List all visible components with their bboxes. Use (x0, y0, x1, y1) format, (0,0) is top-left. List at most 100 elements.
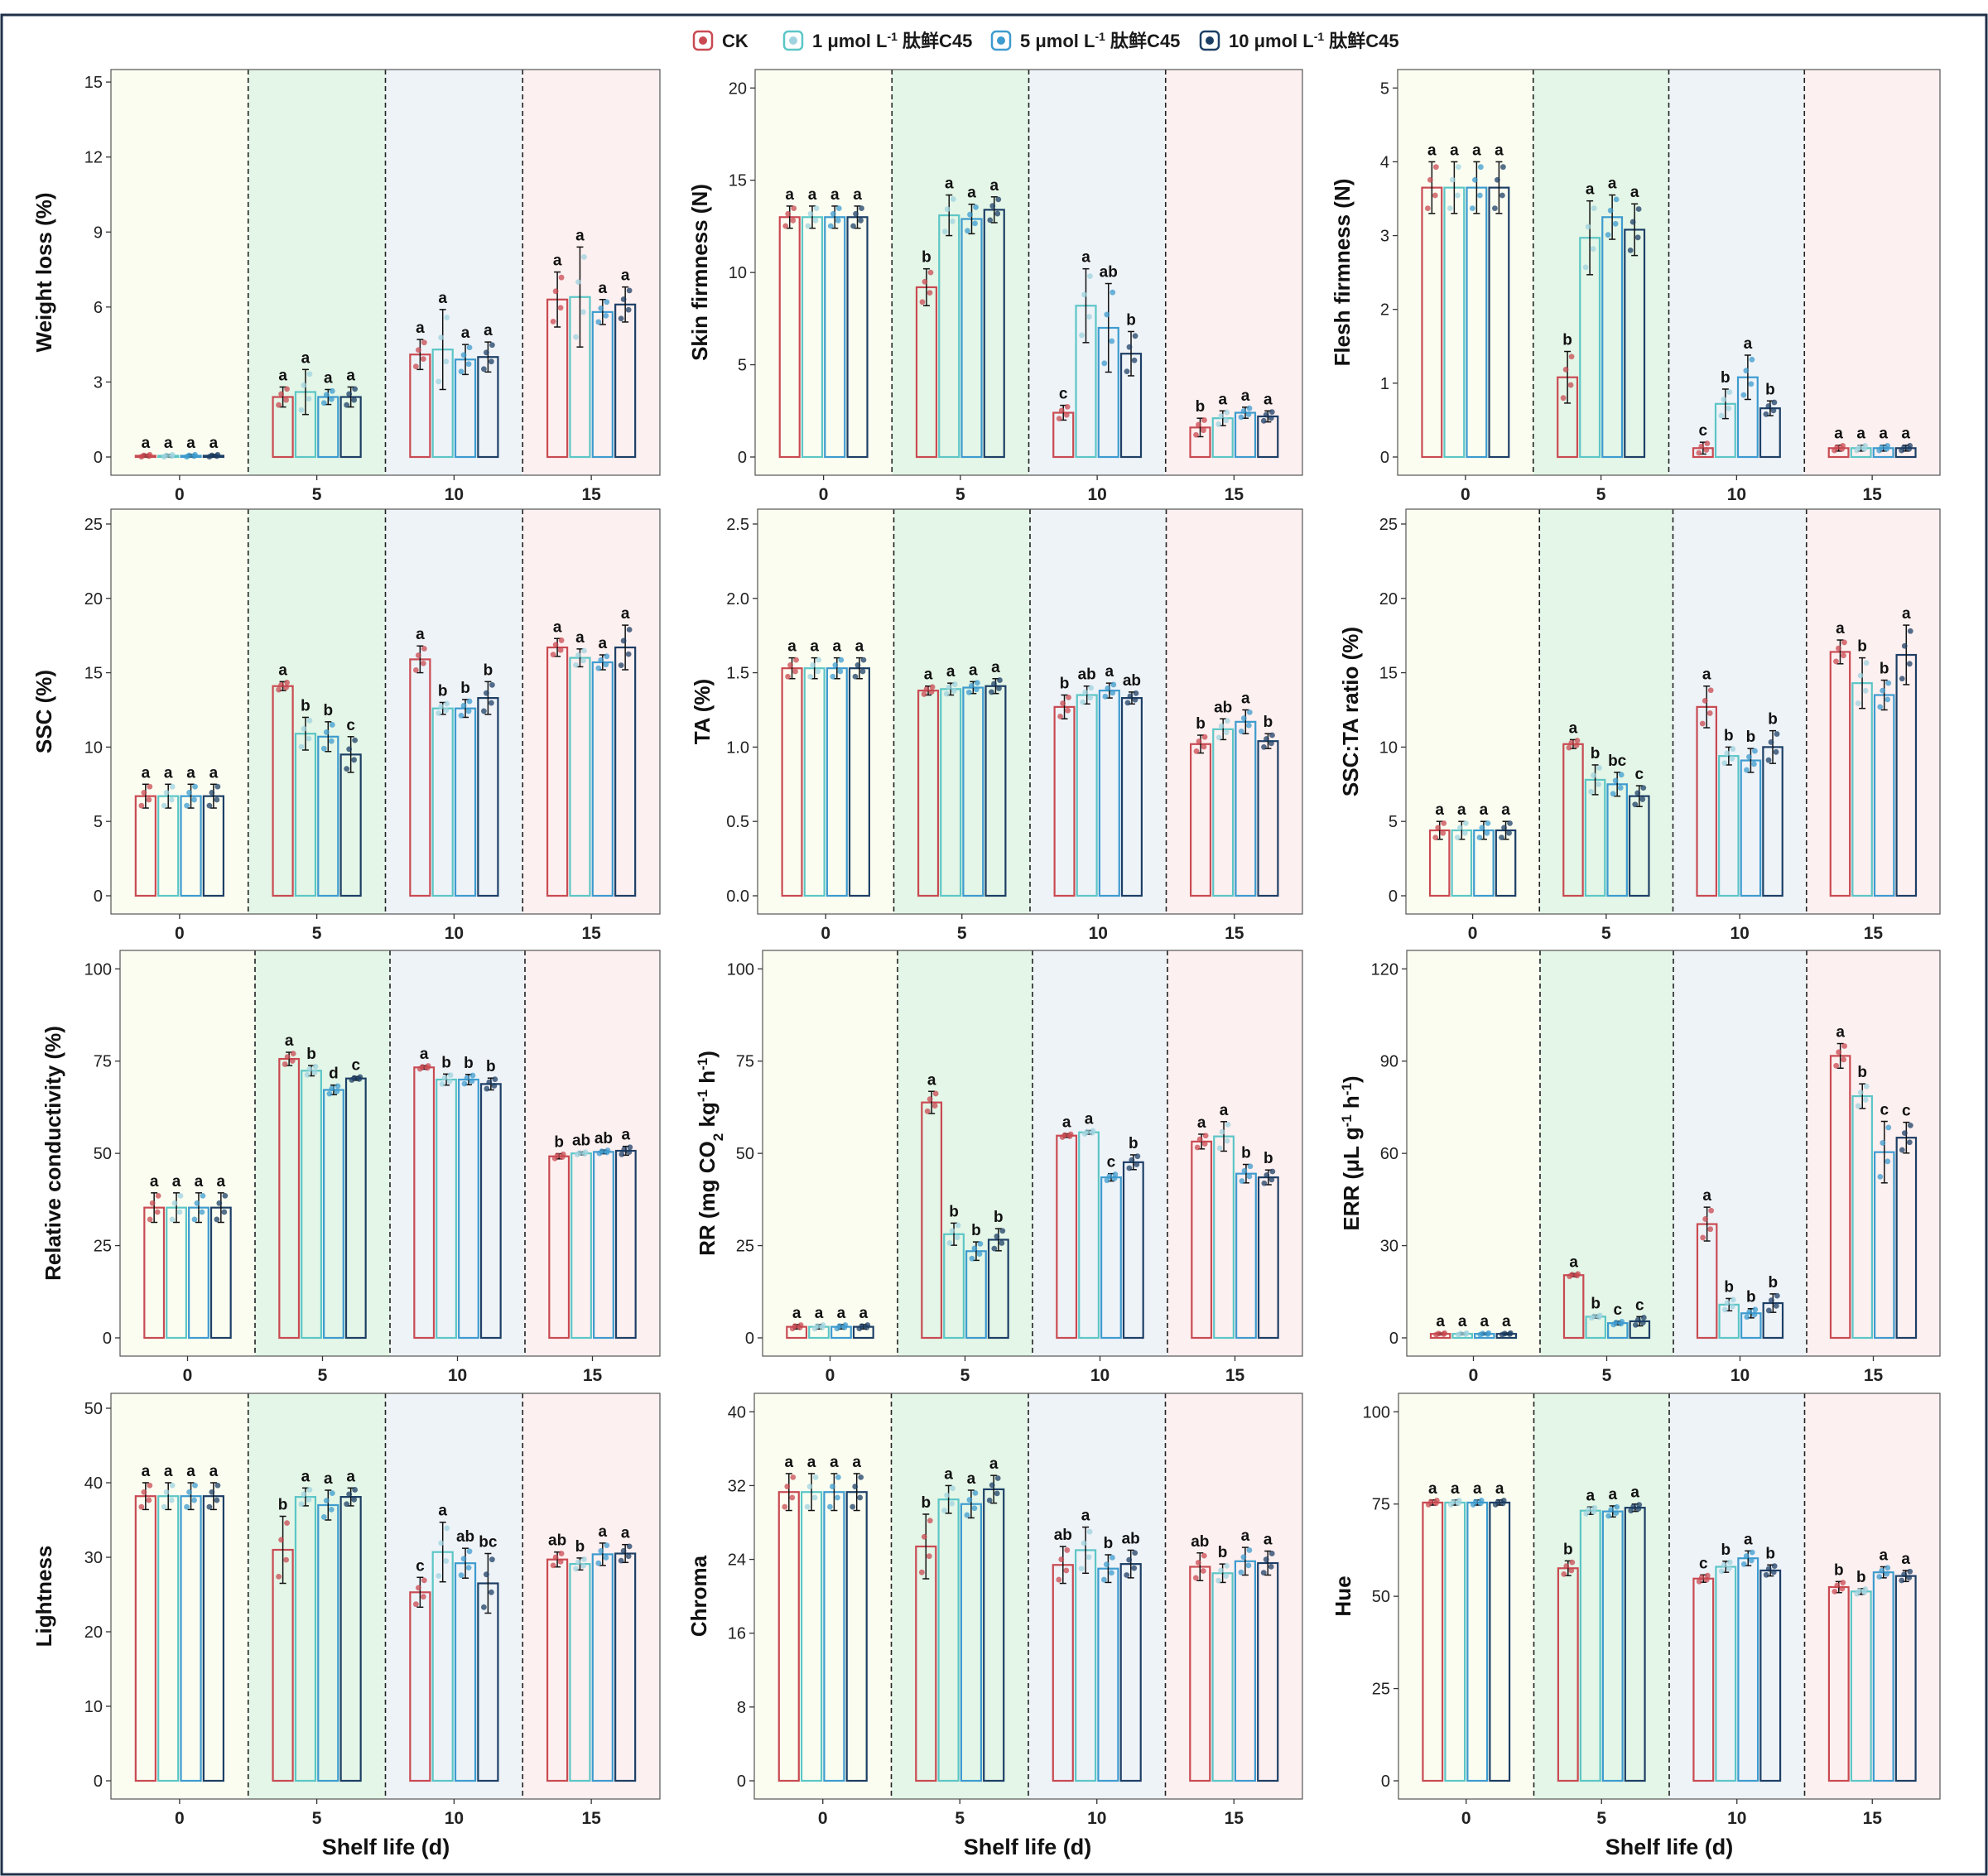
significance-letter: a (1264, 391, 1273, 408)
data-point (169, 451, 176, 458)
x-tick-label: 15 (1864, 1366, 1884, 1385)
significance-letter: b (1857, 638, 1867, 656)
data-point (1724, 750, 1730, 757)
data-point (346, 1491, 353, 1498)
data-point (976, 1251, 983, 1257)
data-point (1495, 176, 1500, 183)
y-tick-label: 25 (84, 516, 103, 534)
significance-letter: a (853, 186, 862, 204)
data-point (465, 1565, 472, 1571)
data-point (1087, 695, 1094, 701)
data-point (1763, 1571, 1769, 1578)
data-point (1639, 1320, 1646, 1326)
data-point (436, 710, 442, 716)
section-bg (1166, 509, 1302, 914)
data-point (1457, 1330, 1464, 1337)
significance-letter: c (1880, 1102, 1889, 1119)
data-point (1743, 1553, 1750, 1559)
data-point (558, 1551, 565, 1556)
data-point (918, 1569, 925, 1575)
data-point (1225, 1121, 1231, 1128)
data-point (1238, 414, 1244, 421)
significance-letter: a (1480, 1313, 1489, 1330)
data-point (438, 334, 445, 341)
x-tick-label: 5 (957, 924, 967, 943)
data-point (1058, 1556, 1065, 1562)
data-point (575, 652, 581, 658)
data-point (620, 296, 627, 302)
section-bg (1398, 1393, 1534, 1799)
data-point (168, 1497, 175, 1503)
significance-letter: a (1081, 1508, 1090, 1525)
data-point (491, 1083, 498, 1089)
data-point (1899, 1577, 1905, 1584)
data-point (1240, 1554, 1247, 1561)
data-point (1264, 736, 1269, 742)
section-bg (1533, 70, 1669, 475)
data-point (789, 1494, 796, 1501)
section-bg (385, 70, 523, 475)
data-point (1566, 744, 1572, 751)
data-point (835, 1494, 840, 1501)
data-point (1885, 1158, 1891, 1165)
significance-letter: a (553, 253, 562, 270)
data-point (1575, 1271, 1581, 1277)
data-point (626, 287, 633, 294)
data-point (1613, 196, 1620, 203)
data-point (1060, 700, 1066, 706)
data-point (1863, 1083, 1870, 1090)
significance-letter: b (1768, 711, 1778, 729)
data-point (1907, 1122, 1913, 1128)
data-point (1268, 1551, 1275, 1556)
data-point (805, 223, 811, 229)
data-point (1215, 421, 1222, 427)
data-point (171, 1200, 178, 1206)
data-point (580, 309, 586, 315)
y-tick-label: 1.5 (726, 665, 749, 683)
data-point (276, 402, 282, 408)
data-point (169, 1482, 176, 1489)
data-point (598, 657, 604, 663)
significance-letter: ab (572, 1132, 590, 1149)
data-point (1442, 1330, 1448, 1336)
significance-letter: a (1901, 1551, 1910, 1568)
data-point (944, 206, 951, 213)
data-point (1773, 1302, 1779, 1309)
data-point (1704, 440, 1711, 446)
data-point (155, 1193, 161, 1199)
data-point (1495, 1498, 1501, 1505)
data-point (923, 686, 930, 692)
y-tick-label: 1 (1380, 375, 1389, 393)
significance-letter: a (1879, 426, 1888, 443)
significance-letter: c (352, 1056, 361, 1074)
x-tick-label: 0 (183, 1366, 193, 1385)
significance-letter: a (808, 186, 817, 204)
significance-letter: a (186, 435, 195, 452)
data-point (595, 1560, 602, 1566)
y-tick-label: 50 (1372, 1588, 1390, 1606)
significance-letter: a (792, 1305, 801, 1322)
data-point (1618, 772, 1625, 778)
data-point (1507, 820, 1513, 826)
data-point (276, 686, 282, 693)
data-point (1269, 732, 1275, 738)
data-point (580, 657, 586, 664)
data-point (443, 707, 450, 714)
data-point (1480, 1330, 1486, 1337)
data-point (412, 666, 419, 673)
data-point (932, 1090, 939, 1097)
x-tick-label: 5 (312, 924, 322, 943)
data-point (214, 1482, 221, 1489)
y-axis-title: Flesh firmness (N) (1330, 179, 1355, 367)
significance-letter: a (1501, 801, 1510, 819)
y-tick-label: 3 (1380, 228, 1389, 246)
data-point (412, 1601, 419, 1608)
data-point (320, 400, 327, 406)
significance-letter: b (554, 1134, 564, 1152)
data-point (1478, 1498, 1485, 1503)
section-bg (255, 950, 390, 1356)
data-point (1261, 1180, 1268, 1186)
data-point (352, 1487, 359, 1493)
significance-letter: a (1836, 1024, 1845, 1041)
section-bg (1030, 509, 1167, 914)
